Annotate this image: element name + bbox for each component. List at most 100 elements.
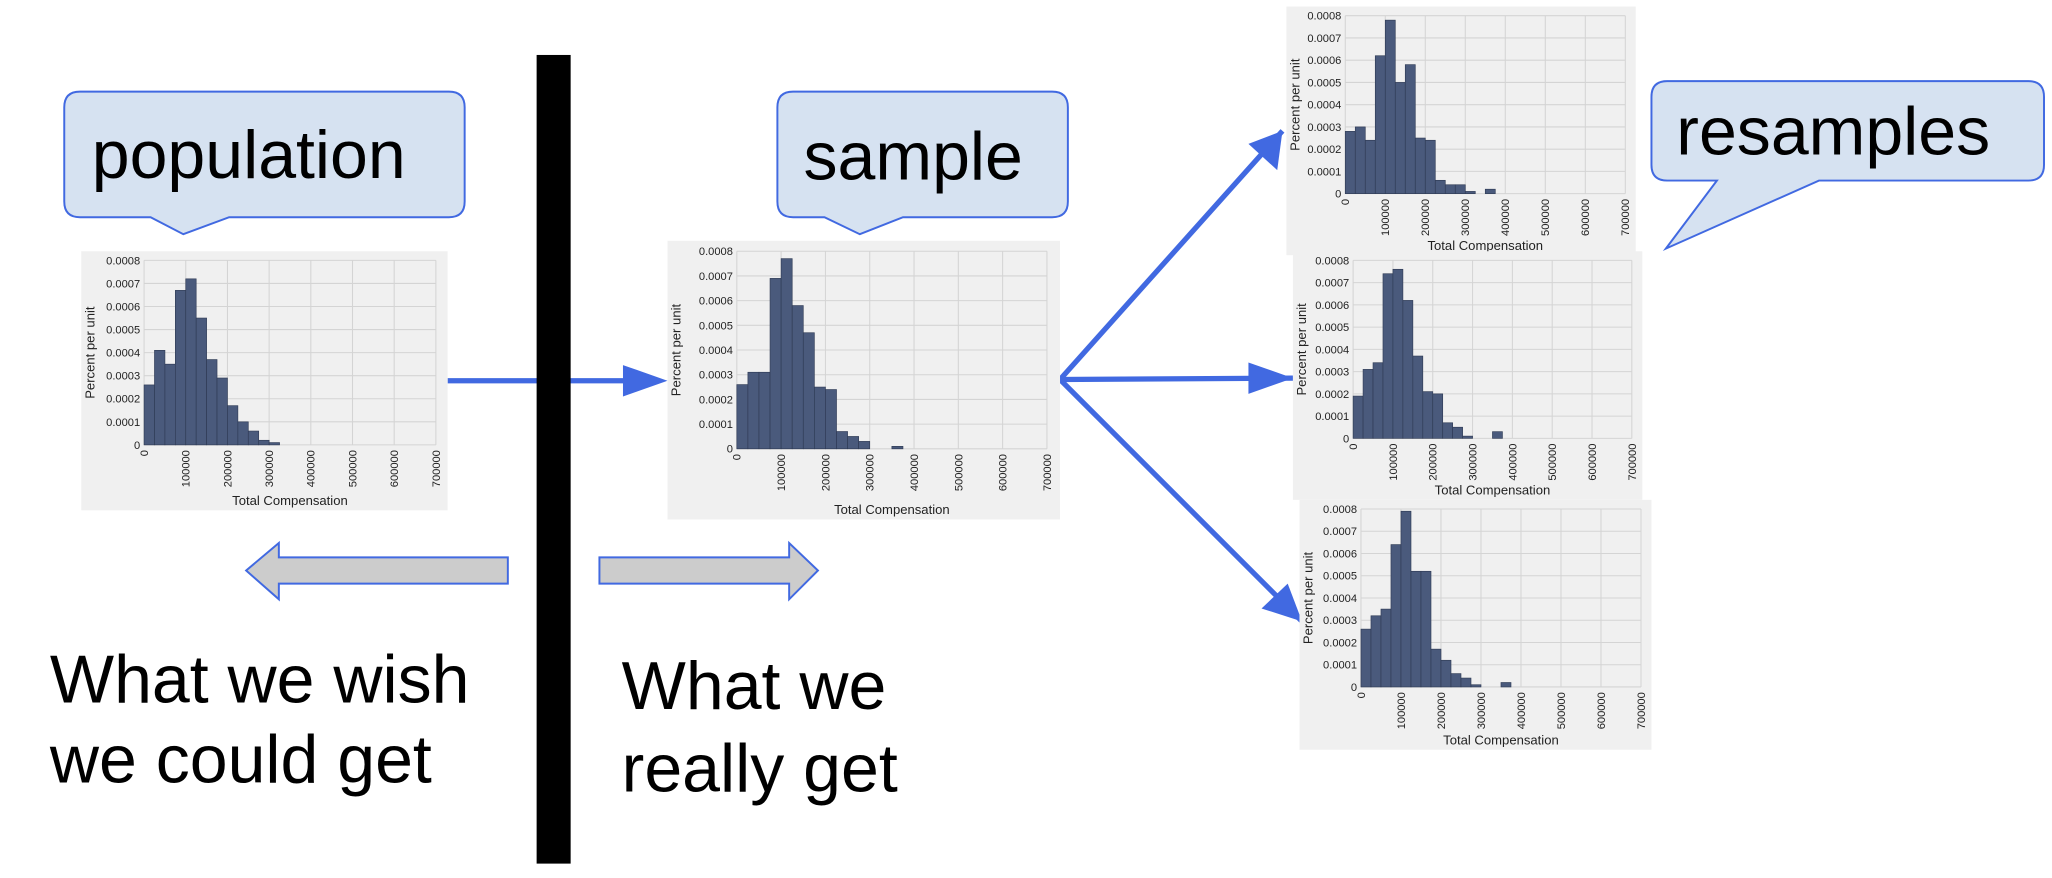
bar [1462,435,1473,439]
bar [1470,684,1482,688]
x-tick-label: 100000 [1388,444,1400,481]
histogram: 0 0.0001 0.0002 0.0003 0.0004 0.0005 0.0006 0.0… [1299,499,1652,750]
x-tick-label: 500000 [1547,444,1559,481]
y-tick-label: 0.0003 [699,370,733,382]
bar [185,278,197,446]
x-tick-label: 100000 [776,454,788,491]
x-tick-label: 300000 [1467,444,1479,481]
chart-background [1286,6,1636,256]
y-tick-label: 0 [1335,189,1341,201]
x-tick-label: 700000 [1636,692,1648,729]
x-tick-label: 500000 [347,450,359,487]
bar [802,332,815,450]
y-tick-label: 0.0008 [1323,504,1357,516]
x-axis-label: Total Compensation [834,502,950,517]
bar [1414,137,1426,194]
sample-label: sample [804,118,1023,194]
bar [154,350,166,446]
bar [1424,139,1436,194]
wish-line: What we wish [50,642,470,718]
chart-background [667,240,1061,520]
x-tick-label: 600000 [1580,199,1592,236]
bar [1360,628,1372,688]
bar [1460,677,1472,688]
bar [1372,362,1384,439]
bar [1484,188,1496,194]
y-tick-label: 0.0006 [1323,548,1357,560]
y-tick-label: 0.0001 [699,419,733,431]
x-tick-label: 200000 [820,454,832,491]
x-tick-label: 400000 [1516,692,1528,729]
arrowhead [1261,583,1303,622]
x-tick-label: 200000 [222,450,234,487]
x-tick-label: 400000 [1507,444,1519,481]
bar [1420,570,1432,688]
bar [1422,391,1434,439]
x-tick-label: 700000 [1620,199,1632,236]
y-tick-label: 0.0005 [1323,571,1357,583]
bar [195,317,207,446]
bar [1432,393,1444,439]
y-tick-label: 0 [1351,682,1357,694]
really-line: really get [622,731,898,807]
bar [1430,648,1442,688]
x-tick-label: 700000 [431,450,443,487]
y-tick-label: 0.0002 [699,394,733,406]
bar [836,431,848,450]
bar [1354,126,1366,194]
y-tick-label: 0.0003 [1315,367,1349,379]
bar [1370,615,1382,688]
bubble [1650,80,2045,252]
y-tick-label: 0.0007 [1315,278,1349,290]
histogram: 0 0.0001 0.0002 0.0003 0.0004 0.0005 0.0006 0.0… [81,251,448,511]
x-tick-label: 100000 [1396,692,1408,729]
y-tick-label: 0.0006 [1307,55,1341,67]
bar [1390,544,1402,688]
bar [1492,431,1503,439]
bar [1454,184,1466,194]
bar [1412,355,1424,439]
block-arrow-left [244,540,509,602]
histogram: 0 0.0001 0.0002 0.0003 0.0004 0.0005 0.0006 0.0… [1286,6,1636,256]
x-axis-label: Total Compensation [1427,238,1543,253]
bubble [63,90,466,236]
x-tick-label: 600000 [998,454,1010,491]
y-tick-label: 0.0003 [106,371,140,383]
y-tick-label: 0.0008 [699,246,733,258]
bar [206,359,218,446]
y-tick-label: 0.0006 [699,296,733,308]
bar [780,258,793,450]
population-label: population [92,117,406,193]
x-tick-label: 500000 [953,454,965,491]
y-tick-label: 0.0005 [106,325,140,337]
bar [847,436,859,450]
y-tick-label: 0.0004 [699,345,733,357]
x-tick-label: 700000 [1042,454,1054,491]
y-tick-label: 0.0001 [106,417,140,429]
x-axis-label: Total Compensation [1443,733,1559,748]
y-axis-label: Percent per unit [1287,58,1302,151]
x-tick-label: 500000 [1540,199,1552,236]
bar [1434,179,1446,194]
bar [747,371,760,450]
really-line: What we [622,648,887,724]
y-tick-label: 0.0008 [106,255,140,267]
bar [247,430,260,446]
bar [758,371,771,450]
bar [1404,64,1416,194]
bar [1344,131,1356,194]
bar [1402,300,1414,439]
x-tick-label: 0 [1356,692,1368,698]
arrowhead [622,365,668,397]
bar [216,377,228,446]
y-axis-label: Percent per unit [1301,551,1316,644]
bar [1382,273,1394,439]
x-tick-label: 100000 [181,450,193,487]
bar [1380,608,1392,688]
x-tick-label: 300000 [1460,199,1472,236]
bar [1384,19,1396,194]
x-tick-label: 0 [1340,199,1352,205]
x-tick-label: 200000 [1436,692,1448,729]
bar [791,305,804,450]
x-tick-label: 300000 [264,450,276,487]
